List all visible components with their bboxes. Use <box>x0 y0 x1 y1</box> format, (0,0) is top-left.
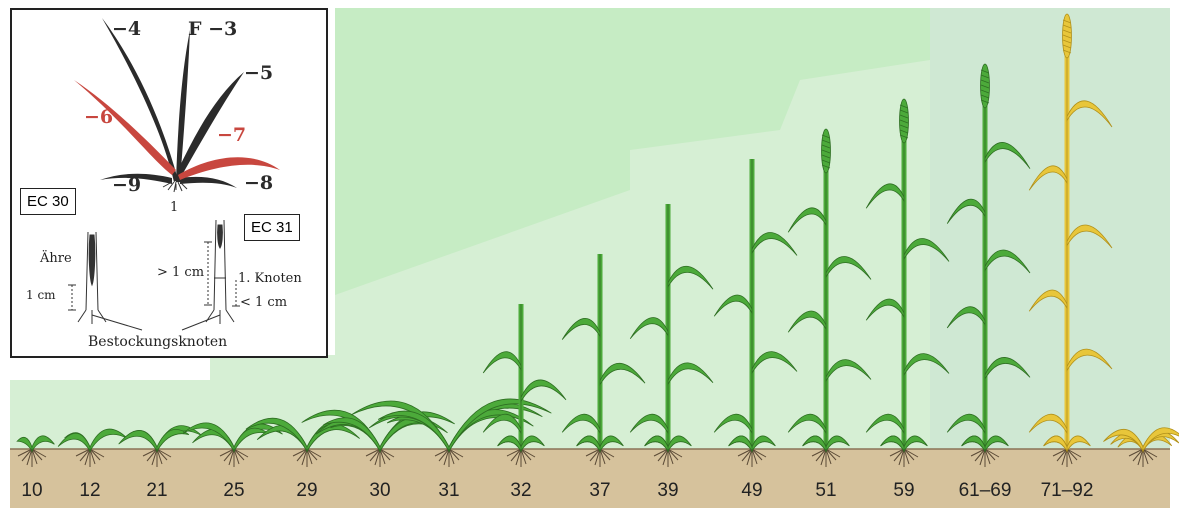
leaf-label-1: 1 <box>170 200 179 215</box>
plant-3 <box>118 425 203 467</box>
ec31-badge: EC 31 <box>244 214 300 241</box>
label-bestockung: Bestockungsknoten <box>88 334 228 350</box>
stage-label: 30 <box>369 480 391 501</box>
label-knoten: 1. Knoten <box>238 271 302 286</box>
stage-label: 10 <box>21 480 43 501</box>
label-gt-1cm: > 1 cm <box>157 265 205 280</box>
plant-12 <box>787 128 872 467</box>
leaf-5 <box>178 72 244 175</box>
ec30-stem <box>68 231 107 324</box>
stage-label: 49 <box>741 480 763 501</box>
leaf-4 <box>102 18 178 182</box>
ec30-badge: EC 30 <box>20 188 76 215</box>
leaf-label-6: −6 <box>84 106 114 128</box>
sky-band-right <box>930 8 1170 450</box>
label-ahre: Ähre <box>40 251 72 266</box>
stage-label: 39 <box>657 480 679 501</box>
leaf-label-f3: F −3 <box>188 18 238 40</box>
inset-panel: −4 F −3 −5 −6 −7 −8 −9 1 EC 30 EC 31 Ähr… <box>10 8 328 358</box>
plant-10 <box>629 204 714 467</box>
stage-label: 71–92 <box>1040 480 1094 501</box>
stage-label: 61–69 <box>958 480 1012 501</box>
leaf-f3 <box>176 30 190 182</box>
stage-label: 59 <box>893 480 915 501</box>
inset-drawing <box>68 18 280 331</box>
leaf-7 <box>178 157 280 180</box>
plant-1 <box>16 435 55 467</box>
stage-label: 32 <box>510 480 532 501</box>
plant-9 <box>561 254 646 467</box>
plant-16 <box>1103 427 1179 467</box>
leaf-9 <box>100 173 172 184</box>
inset-root <box>162 181 188 193</box>
stage-label: 25 <box>223 480 245 501</box>
plant-8 <box>482 304 567 467</box>
ec31-stem <box>204 219 240 324</box>
plant-13 <box>865 98 950 467</box>
leaf-label-9: −9 <box>112 174 142 196</box>
stage-label: 29 <box>296 480 318 501</box>
bestockung-lines <box>91 314 221 331</box>
stage-label: 12 <box>79 480 101 501</box>
label-1cm: 1 cm <box>26 288 56 302</box>
plant-7 <box>350 398 552 467</box>
plant-6 <box>301 409 455 467</box>
label-lt-1cm: < 1 cm <box>240 295 288 310</box>
stage-label: 51 <box>815 480 837 501</box>
stage-label: 31 <box>438 480 460 501</box>
plant-15 <box>1028 13 1113 467</box>
leaf-6 <box>74 80 176 175</box>
leaf-8 <box>180 176 237 188</box>
plants-group <box>16 13 1179 467</box>
leaf-label-8: −8 <box>244 172 274 194</box>
plant-14 <box>946 63 1031 467</box>
leaf-label-7: −7 <box>217 124 247 146</box>
sky-band <box>10 8 1170 450</box>
plant-11 <box>713 159 798 467</box>
leaf-label-5: −5 <box>244 62 274 84</box>
sky-band-light <box>335 8 930 295</box>
stage-label: 37 <box>589 480 611 501</box>
stage-label: 21 <box>146 480 168 501</box>
leaf-label-4: −4 <box>112 18 142 40</box>
